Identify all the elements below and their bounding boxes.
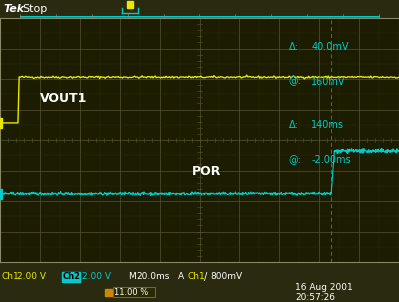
Text: @:: @:: [289, 155, 302, 165]
Text: A: A: [178, 272, 184, 281]
Text: Δ:: Δ:: [289, 42, 298, 53]
Bar: [62, 272, 80, 282]
Bar: [127, 1, 133, 8]
Text: 20.0ms: 20.0ms: [136, 272, 169, 281]
Text: 11.00 %: 11.00 %: [114, 288, 148, 297]
Text: 2.00 V: 2.00 V: [17, 272, 46, 281]
Text: VOUT1: VOUT1: [40, 92, 87, 104]
Bar: [105, 289, 112, 296]
Text: @:: @:: [289, 77, 302, 87]
Text: Ch1: Ch1: [2, 272, 20, 281]
Text: 800mV: 800mV: [210, 272, 242, 281]
Text: -2.00ms: -2.00ms: [311, 155, 351, 165]
Text: Δ:: Δ:: [289, 120, 298, 130]
Text: Ch1: Ch1: [188, 272, 206, 281]
Text: 140ms: 140ms: [311, 120, 344, 130]
Text: POR: POR: [192, 165, 221, 178]
Text: Ch2: Ch2: [63, 272, 81, 281]
Text: M: M: [128, 272, 136, 281]
Text: 16 Aug 2001: 16 Aug 2001: [295, 283, 353, 292]
Text: 20:57:26: 20:57:26: [295, 293, 335, 302]
Text: Tek: Tek: [3, 4, 24, 14]
Text: 160mV: 160mV: [311, 77, 346, 87]
Bar: [113, 287, 155, 297]
Text: 2.00 V: 2.00 V: [82, 272, 111, 281]
Text: Stop: Stop: [22, 4, 47, 14]
Text: /: /: [204, 272, 207, 282]
Text: 40.0mV: 40.0mV: [311, 42, 349, 53]
